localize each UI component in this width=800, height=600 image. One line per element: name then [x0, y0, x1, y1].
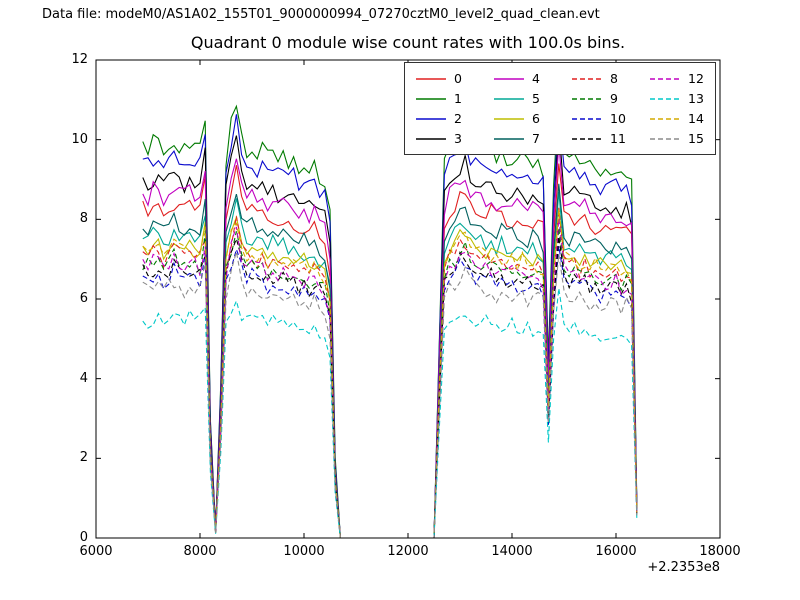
series-line-14 [142, 210, 638, 538]
x-tick-label: 10000 [283, 544, 325, 559]
legend-label: 5 [532, 91, 540, 106]
series-line-4 [142, 143, 638, 538]
legend: 0 1 2 3 4 5 6 7 8 9 10 11 12 13 14 15 [404, 62, 716, 155]
legend-item-2: 2 [415, 109, 471, 128]
legend-item-15: 15 [649, 129, 705, 148]
legend-item-13: 13 [649, 89, 705, 108]
legend-label: 13 [688, 91, 704, 106]
x-axis-offset-label: +2.2353e8 [647, 560, 720, 575]
legend-label: 9 [610, 91, 618, 106]
legend-item-1: 1 [415, 89, 471, 108]
legend-item-0: 0 [415, 69, 471, 88]
data-file-label: Data file: modeM0/AS1A02_155T01_90000009… [42, 7, 600, 22]
y-tick-label: 2 [79, 450, 88, 466]
x-tick-label: 8000 [183, 544, 217, 559]
legend-line-swatch [572, 97, 602, 100]
legend-item-14: 14 [649, 109, 705, 128]
legend-line-swatch [650, 97, 680, 100]
legend-line-swatch [572, 117, 602, 120]
x-tick-label: 14000 [491, 544, 533, 559]
legend-label: 11 [610, 131, 626, 146]
legend-item-4: 4 [493, 69, 549, 88]
legend-label: 6 [532, 111, 540, 126]
series-line-7 [142, 183, 638, 538]
legend-line-swatch [494, 77, 524, 80]
legend-item-9: 9 [571, 89, 627, 108]
legend-column: 0 1 2 3 [415, 69, 471, 148]
legend-line-swatch [650, 117, 680, 120]
y-tick-label: 4 [79, 370, 88, 386]
legend-line-swatch [416, 137, 446, 140]
legend-label: 4 [532, 71, 540, 86]
legend-label: 10 [610, 111, 626, 126]
legend-label: 14 [688, 111, 704, 126]
legend-label: 12 [688, 71, 704, 86]
legend-line-swatch [572, 137, 602, 140]
legend-column: 8 9 10 11 [571, 69, 627, 148]
legend-item-5: 5 [493, 89, 549, 108]
legend-item-8: 8 [571, 69, 627, 88]
legend-label: 8 [610, 71, 618, 86]
legend-label: 2 [454, 111, 462, 126]
legend-line-swatch [494, 117, 524, 120]
axes-frame [95, 59, 721, 539]
legend-label: 15 [688, 131, 704, 146]
chart-title: Quadrant 0 module wise count rates with … [190, 33, 626, 52]
legend-column: 4 5 6 7 [493, 69, 549, 148]
series-line-13 [142, 288, 638, 538]
legend-column: 12 13 14 15 [649, 69, 705, 148]
legend-label: 1 [454, 91, 462, 106]
legend-label: 3 [454, 131, 462, 146]
series-lines [142, 93, 638, 538]
legend-line-swatch [650, 77, 680, 80]
legend-line-swatch [494, 97, 524, 100]
legend-label: 0 [454, 71, 462, 86]
legend-item-3: 3 [415, 129, 471, 148]
x-tick-label: 6000 [79, 544, 113, 559]
legend-line-swatch [650, 137, 680, 140]
legend-label: 7 [532, 131, 540, 146]
y-tick-label: 10 [71, 131, 88, 147]
legend-item-7: 7 [493, 129, 549, 148]
y-tick-label: 6 [79, 291, 88, 306]
legend-item-6: 6 [493, 109, 549, 128]
legend-line-swatch [416, 97, 446, 100]
x-tick-label: 18000 [699, 544, 741, 559]
y-tick-label: 0 [79, 530, 88, 545]
legend-line-swatch [572, 77, 602, 80]
legend-item-11: 11 [571, 129, 627, 148]
y-tick-label: 8 [79, 211, 88, 227]
legend-item-12: 12 [649, 69, 705, 88]
legend-line-swatch [494, 137, 524, 140]
legend-item-10: 10 [571, 109, 627, 128]
x-tick-label: 12000 [387, 544, 429, 559]
legend-line-swatch [416, 117, 446, 120]
legend-line-swatch [416, 77, 446, 80]
x-tick-label: 16000 [595, 544, 637, 559]
y-tick-label: 12 [71, 52, 88, 67]
